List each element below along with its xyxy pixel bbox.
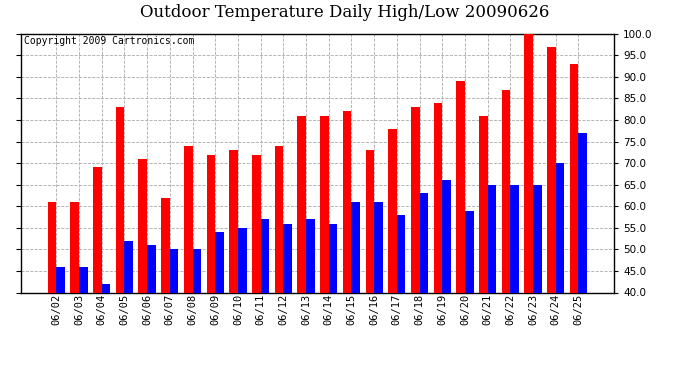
Bar — [215, 232, 224, 292]
Bar — [420, 194, 428, 292]
Bar — [116, 107, 124, 292]
Bar — [184, 146, 193, 292]
Bar — [170, 249, 179, 292]
Bar — [297, 116, 306, 292]
Bar — [533, 185, 542, 292]
Bar — [366, 150, 374, 292]
Bar — [374, 202, 383, 292]
Bar — [252, 154, 261, 292]
Bar — [93, 167, 101, 292]
Bar — [547, 47, 556, 292]
Bar — [351, 202, 360, 292]
Bar — [306, 219, 315, 292]
Bar — [343, 111, 351, 292]
Bar — [124, 241, 133, 292]
Bar — [238, 228, 246, 292]
Bar — [511, 185, 519, 292]
Bar — [161, 198, 170, 292]
Bar — [101, 284, 110, 292]
Bar — [524, 34, 533, 292]
Text: Copyright 2009 Cartronics.com: Copyright 2009 Cartronics.com — [23, 36, 194, 46]
Bar — [79, 267, 88, 292]
Bar — [57, 267, 65, 292]
Bar — [388, 129, 397, 292]
Bar — [502, 90, 511, 292]
Bar — [456, 81, 465, 292]
Bar — [570, 64, 578, 292]
Bar — [556, 163, 564, 292]
Bar — [328, 224, 337, 292]
Bar — [70, 202, 79, 292]
Bar — [433, 103, 442, 292]
Bar — [229, 150, 238, 292]
Bar — [442, 180, 451, 292]
Bar — [397, 215, 406, 292]
Bar — [488, 185, 496, 292]
Bar — [139, 159, 147, 292]
Bar — [48, 202, 57, 292]
Bar — [206, 154, 215, 292]
Bar — [147, 245, 156, 292]
Text: Outdoor Temperature Daily High/Low 20090626: Outdoor Temperature Daily High/Low 20090… — [140, 4, 550, 21]
Bar — [261, 219, 269, 292]
Bar — [320, 116, 328, 292]
Bar — [479, 116, 488, 292]
Bar — [465, 211, 473, 292]
Bar — [193, 249, 201, 292]
Bar — [411, 107, 420, 292]
Bar — [284, 224, 292, 292]
Bar — [275, 146, 284, 292]
Bar — [578, 133, 587, 292]
